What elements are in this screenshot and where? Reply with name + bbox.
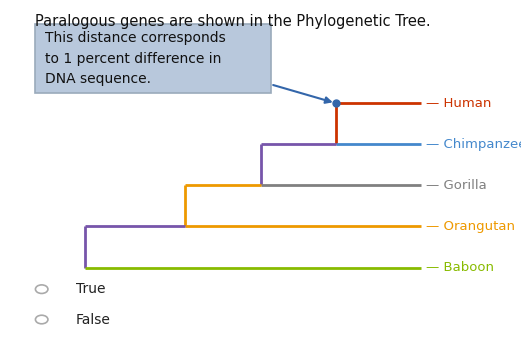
- Text: — Chimpanzee: — Chimpanzee: [426, 138, 521, 151]
- Text: — Human: — Human: [426, 97, 491, 110]
- FancyBboxPatch shape: [35, 24, 270, 93]
- Text: This distance corresponds
to 1 percent difference in
DNA sequence.: This distance corresponds to 1 percent d…: [45, 31, 226, 86]
- Text: — Orangutan: — Orangutan: [426, 220, 515, 233]
- Text: Paralogous genes are shown in the Phylogenetic Tree.: Paralogous genes are shown in the Phylog…: [35, 14, 431, 29]
- Text: True: True: [76, 282, 105, 296]
- Text: False: False: [76, 312, 110, 327]
- Text: — Gorilla: — Gorilla: [426, 179, 486, 192]
- Text: — Baboon: — Baboon: [426, 261, 493, 274]
